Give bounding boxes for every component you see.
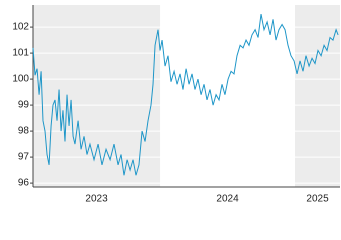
- year-band: [33, 5, 161, 187]
- x-tick-label: 2023: [85, 194, 108, 205]
- x-tick-label: 2025: [306, 194, 329, 205]
- y-tick-label: 98: [18, 126, 30, 137]
- y-tick-label: 100: [12, 74, 29, 85]
- y-tick-label: 102: [12, 22, 29, 33]
- y-tick-label: 101: [12, 48, 29, 59]
- y-tick-label: 99: [18, 100, 30, 111]
- year-band: [295, 5, 340, 187]
- price-line: [32, 14, 339, 176]
- y-tick-label: 96: [18, 178, 30, 189]
- y-tick-label: 97: [18, 152, 30, 163]
- x-tick-label: 2024: [216, 194, 239, 205]
- chart: 2023 2024 2025 96 97 98 99 100 101 102: [12, 5, 340, 205]
